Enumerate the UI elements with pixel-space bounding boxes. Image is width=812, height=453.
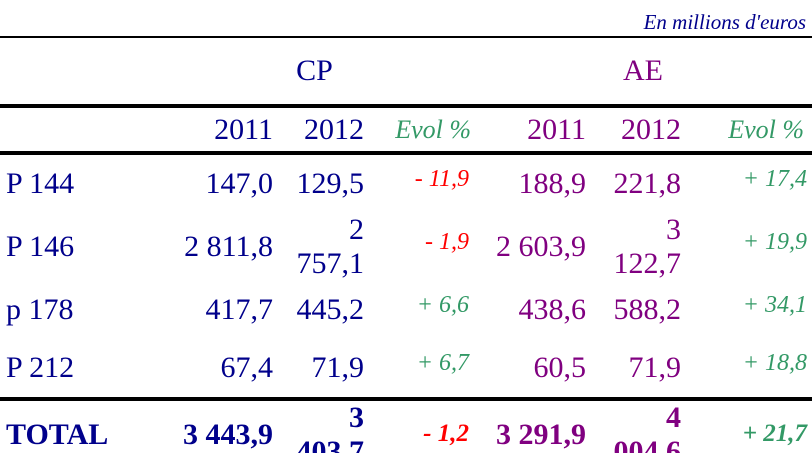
total-cp-2012-cell: 3 403,7 bbox=[283, 397, 374, 453]
evol-value: + 17,4 bbox=[742, 166, 807, 192]
cp-2012-cell: 445,2 bbox=[296, 293, 365, 326]
evol-value: + 19,9 bbox=[742, 229, 807, 255]
cp-evol-header: Evol % bbox=[374, 106, 479, 155]
evol-value: + 34,1 bbox=[742, 292, 807, 318]
cp-2012-cell: 71,9 bbox=[311, 351, 365, 384]
unit-label: En millions d'euros bbox=[643, 10, 806, 34]
total-ae-evol-cell: + 21,7 bbox=[691, 397, 812, 453]
ae-2011-cell: 188,9 bbox=[518, 167, 587, 200]
ae-evol-cell: + 34,1 bbox=[691, 281, 812, 339]
total-ae-2012-cell: 4 004,6 bbox=[596, 397, 691, 453]
evol-value: + 21,7 bbox=[742, 420, 807, 447]
cp-evol-cell: + 6,6 bbox=[374, 281, 479, 339]
evol-value: + 6,7 bbox=[416, 350, 469, 376]
ae-evol-cell: + 19,9 bbox=[691, 213, 812, 281]
table-row-p212: P 212 67,4 71,9 + 6,7 60,5 71,9 + 18,8 bbox=[0, 339, 812, 399]
ae-evol-cell: + 17,4 bbox=[691, 153, 812, 213]
evol-value: + 6,6 bbox=[416, 292, 469, 318]
ae-2011-cell: 60,5 bbox=[533, 351, 587, 384]
evol-value: + 18,8 bbox=[742, 350, 807, 376]
total-ae-2011-cell: 3 291,9 bbox=[479, 397, 596, 453]
label-column-header bbox=[0, 106, 150, 155]
ae-group-header: AE bbox=[479, 38, 812, 108]
budget-table: CP AE 2011 2012 Evol % 2011 2012 Evol % … bbox=[0, 38, 812, 453]
ae-2012-cell: 221,8 bbox=[613, 167, 682, 200]
ae-2012-cell: 71,9 bbox=[628, 351, 682, 384]
cp-2011-cell: 2 811,8 bbox=[184, 230, 273, 263]
cp-evol-cell: - 1,9 bbox=[374, 213, 479, 281]
group-header-row: CP AE bbox=[0, 38, 812, 108]
cp-2012-header: 2012 bbox=[283, 106, 374, 155]
ae-2011-cell: 438,6 bbox=[518, 293, 587, 326]
cp-group-header: CP bbox=[150, 38, 479, 108]
cp-evol-cell: + 6,7 bbox=[374, 339, 479, 399]
ae-evol-cell: + 18,8 bbox=[691, 339, 812, 399]
corner-empty-cell bbox=[0, 38, 150, 108]
table-row-p178: p 178 417,7 445,2 + 6,6 438,6 588,2 + 34… bbox=[0, 281, 812, 339]
cp-2012-cell: 2 757,1 bbox=[296, 213, 365, 280]
row-label: p 178 bbox=[6, 293, 74, 326]
row-label: P 212 bbox=[6, 351, 75, 384]
table-row-total: TOTAL 3 443,9 3 403,7 - 1,2 3 291,9 4 00… bbox=[0, 397, 812, 453]
table-row-p146: P 146 2 811,8 2 757,1 - 1,9 2 603,9 3 12… bbox=[0, 213, 812, 281]
ae-2012-cell: 3 122,7 bbox=[613, 213, 682, 280]
cp-2011-header: 2011 bbox=[150, 106, 283, 155]
evol-value: - 11,9 bbox=[414, 166, 469, 192]
unit-label-row: En millions d'euros bbox=[0, 0, 812, 38]
ae-evol-header: Evol % bbox=[691, 106, 812, 155]
cp-2011-cell: 67,4 bbox=[220, 351, 274, 384]
cp-2011-cell: 417,7 bbox=[205, 293, 274, 326]
column-header-row: 2011 2012 Evol % 2011 2012 Evol % bbox=[0, 106, 812, 155]
cp-evol-cell: - 11,9 bbox=[374, 153, 479, 213]
cp-2012-cell: 129,5 bbox=[296, 167, 365, 200]
table-row-p144: P 144 147,0 129,5 - 11,9 188,9 221,8 + 1… bbox=[0, 153, 812, 213]
ae-2011-cell: 2 603,9 bbox=[496, 230, 586, 263]
evol-value: - 1,9 bbox=[425, 229, 469, 255]
total-cp-evol-cell: - 1,2 bbox=[374, 397, 479, 453]
evol-value: - 1,2 bbox=[423, 420, 469, 447]
total-label: TOTAL bbox=[0, 397, 150, 453]
total-cp-2011-cell: 3 443,9 bbox=[150, 397, 283, 453]
row-label: P 146 bbox=[6, 230, 75, 263]
cp-2011-cell: 147,0 bbox=[205, 167, 274, 200]
row-label: P 144 bbox=[6, 167, 75, 200]
ae-2012-header: 2012 bbox=[596, 106, 691, 155]
ae-2011-header: 2011 bbox=[479, 106, 596, 155]
ae-2012-cell: 588,2 bbox=[613, 293, 682, 326]
